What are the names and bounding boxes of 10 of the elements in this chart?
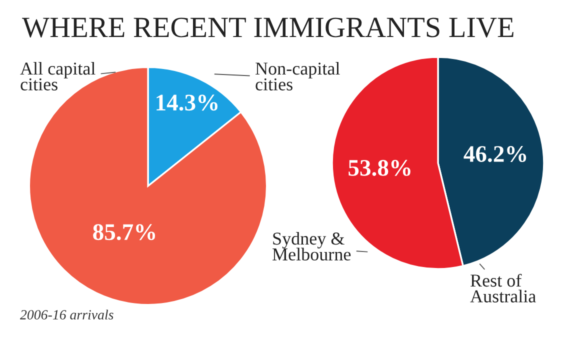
data-label: 14.3% xyxy=(156,94,218,111)
data-label: 85.7% xyxy=(93,224,156,240)
data-label: 46.2% xyxy=(464,146,526,162)
text: 2006-16 arrivals xyxy=(20,310,114,320)
slice-label: Non-capital cities xyxy=(256,62,340,90)
data-label: 53.8% xyxy=(348,160,410,176)
slice-label: Rest of Australia xyxy=(470,274,536,302)
slice-label: Sydney & Melbourne xyxy=(272,232,351,261)
slice-label: All capital cities xyxy=(20,62,96,90)
chart-title: WHERE RECENT IMMIGRANTS LIVE xyxy=(22,18,514,38)
